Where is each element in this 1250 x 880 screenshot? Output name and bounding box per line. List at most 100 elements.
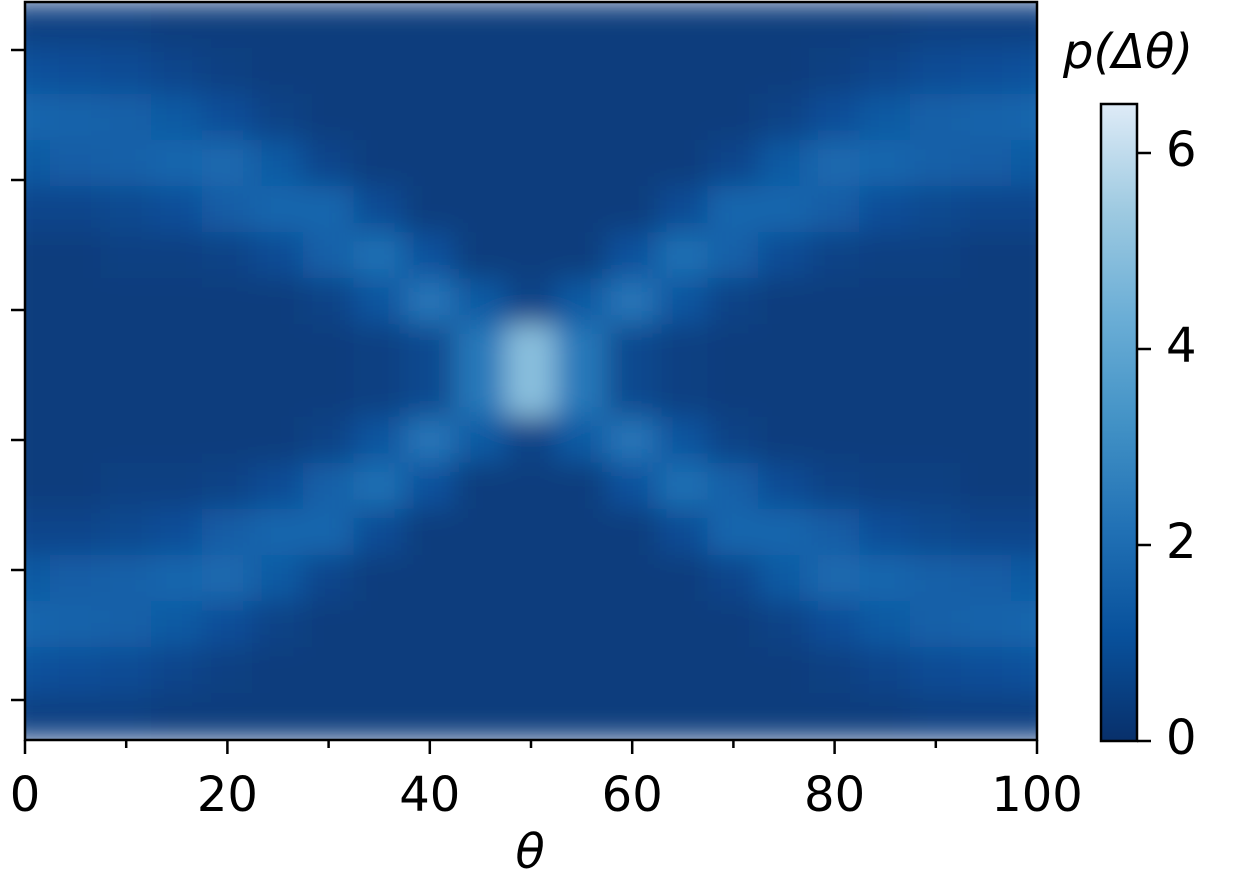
heatmap-cell [353, 555, 405, 603]
heatmap-cell [25, 508, 51, 556]
heatmap-cell [302, 278, 355, 326]
x-tick-label: 80 [804, 767, 865, 823]
x-tick-label: 60 [602, 767, 663, 823]
heatmap-cell [1011, 47, 1037, 95]
heatmap-cell [758, 186, 810, 234]
heatmap-cell [859, 232, 911, 280]
heatmap-cell [404, 232, 456, 280]
heatmap-cell [25, 693, 51, 740]
heatmap-cell [25, 93, 51, 141]
heatmap-cell [808, 93, 861, 141]
heatmap-cell [910, 462, 962, 510]
heatmap-cell [49, 508, 102, 556]
x-tick-label: 20 [197, 767, 258, 823]
heatmap-cell [859, 2, 911, 49]
heatmap-cell [555, 232, 608, 280]
heatmap-cell [151, 416, 203, 464]
heatmap-cell [505, 232, 557, 280]
heatmap-cell [49, 93, 102, 141]
heatmap-cell [404, 416, 456, 464]
heatmap-cell [49, 186, 102, 234]
heatmap-cell [302, 139, 355, 187]
heatmap-cell [100, 601, 152, 649]
heatmap-cell [707, 93, 760, 141]
heatmap-cell [252, 508, 304, 556]
heatmap-cell [49, 601, 102, 649]
heatmap-cell [707, 462, 760, 510]
heatmap-cell [505, 508, 557, 556]
heatmap-cell [707, 186, 760, 234]
heatmap-cell [758, 508, 810, 556]
heatmap-cell [707, 416, 760, 464]
heatmap-cell [606, 370, 658, 418]
x-tick-label: 100 [991, 767, 1083, 823]
heatmap-cell [353, 508, 405, 556]
heatmap-cell [960, 47, 1013, 95]
heatmap-cell [302, 186, 355, 234]
heatmap-cell [252, 370, 304, 418]
heatmap-cell [201, 47, 254, 95]
heatmap-cell [1011, 601, 1037, 649]
heatmap-cell [707, 370, 760, 418]
heatmap-cell [151, 601, 203, 649]
heatmap-cell [201, 232, 254, 280]
heatmap-cell [555, 555, 608, 603]
heatmap-cell [454, 2, 507, 49]
heatmap-cell [454, 324, 507, 372]
heatmap-cell [151, 370, 203, 418]
x-axis-label: θ [515, 824, 544, 880]
heatmap-cell [49, 278, 102, 326]
heatmap-cell [353, 693, 405, 740]
heatmap-cell [49, 693, 102, 740]
heatmap-cell [302, 416, 355, 464]
heatmap-cell [910, 693, 962, 740]
heatmap-cell [100, 47, 152, 95]
heatmap-cell [555, 47, 608, 95]
heatmap-cell [758, 370, 810, 418]
heatmap-cell [454, 416, 507, 464]
heatmap-cell [505, 47, 557, 95]
heatmap-cell [707, 601, 760, 649]
heatmap-cell [201, 93, 254, 141]
heatmap-cell [960, 232, 1013, 280]
heatmap-cell [25, 139, 51, 187]
heatmap-cell [454, 93, 507, 141]
heatmap-cell [910, 647, 962, 695]
heatmap-cell [505, 370, 557, 418]
heatmap-cell [252, 416, 304, 464]
colorbar [1099, 102, 1139, 743]
heatmap-cell [1011, 508, 1037, 556]
heatmap-cell [25, 601, 51, 649]
heatmap-cell [657, 601, 709, 649]
heatmap-cell [657, 278, 709, 326]
heatmap-cell [859, 370, 911, 418]
heatmap-cell [1011, 2, 1037, 49]
heatmap-cell [302, 324, 355, 372]
heatmap-cell [707, 693, 760, 740]
heatmap-cell [100, 232, 152, 280]
heatmap-cell [505, 647, 557, 695]
heatmap-cell [302, 93, 355, 141]
heatmap-cell [859, 555, 911, 603]
heatmap-cell [960, 693, 1013, 740]
heatmap-cell [555, 462, 608, 510]
heatmap-cell [100, 508, 152, 556]
heatmap-cell [49, 324, 102, 372]
heatmap-cell [859, 693, 911, 740]
heatmap-cell [252, 2, 304, 49]
heatmap-cell [100, 324, 152, 372]
heatmap-cell [404, 324, 456, 372]
heatmap-cell [1011, 324, 1037, 372]
heatmap-cell [505, 2, 557, 49]
heatmap-cell [606, 139, 658, 187]
heatmap-cell [151, 278, 203, 326]
heatmap-cell [252, 693, 304, 740]
heatmap-cell [151, 47, 203, 95]
heatmap-cell [25, 462, 51, 510]
heatmap-cell [808, 508, 861, 556]
heatmap-cell [454, 647, 507, 695]
heatmap-cell [505, 278, 557, 326]
heatmap-cell [555, 647, 608, 695]
heatmap-cell [100, 555, 152, 603]
heatmap-cell [353, 647, 405, 695]
